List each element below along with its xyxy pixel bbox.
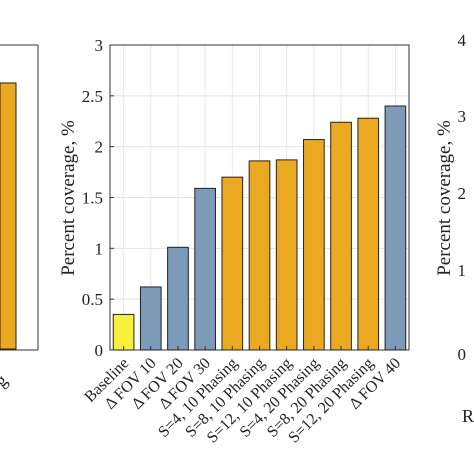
y-tick-labels: 0 0.5 1 1.5 2 2.5 3 — [82, 36, 114, 360]
y-tick-label: 1.5 — [82, 189, 103, 208]
right-panel-ytick-label: 0 — [458, 345, 467, 364]
y-tick-label: 0 — [95, 341, 104, 360]
right-panel-ytick-label: 3 — [458, 107, 467, 126]
bar — [139, 286, 162, 351]
bars — [112, 105, 407, 351]
bar — [194, 187, 216, 351]
right-panel-ytick-label: 4 — [458, 31, 467, 50]
left-partial-bar — [0, 82, 17, 350]
right-panel-y-axis-label: Percent coverage, % — [434, 120, 455, 276]
left-panel-partial: g — [0, 44, 39, 391]
bar — [248, 160, 271, 351]
bar — [275, 159, 298, 351]
left-panel-tick-fragment: g — [0, 370, 11, 391]
y-tick-label: 0.5 — [82, 290, 103, 309]
y-tick-label: 3 — [95, 36, 104, 55]
right-panel-xtick-fragment: R — [462, 406, 474, 426]
y-tick-label: 2.5 — [82, 87, 103, 106]
bar — [330, 121, 352, 351]
bar — [384, 105, 407, 351]
bar — [167, 246, 189, 351]
y-tick-label: 1 — [95, 239, 104, 258]
bar — [221, 176, 244, 351]
bar — [357, 117, 380, 351]
y-tick-label: 2 — [95, 138, 104, 157]
right-panel-ytick-label: 1 — [458, 261, 467, 280]
y-axis-label: Percent coverage, % — [58, 120, 79, 276]
bar — [303, 139, 325, 351]
right-panel-ytick-label: 2 — [458, 184, 467, 203]
bar — [112, 313, 135, 351]
right-panel-partial: Percent coverage, % 4 3 2 1 0 R — [434, 31, 474, 426]
